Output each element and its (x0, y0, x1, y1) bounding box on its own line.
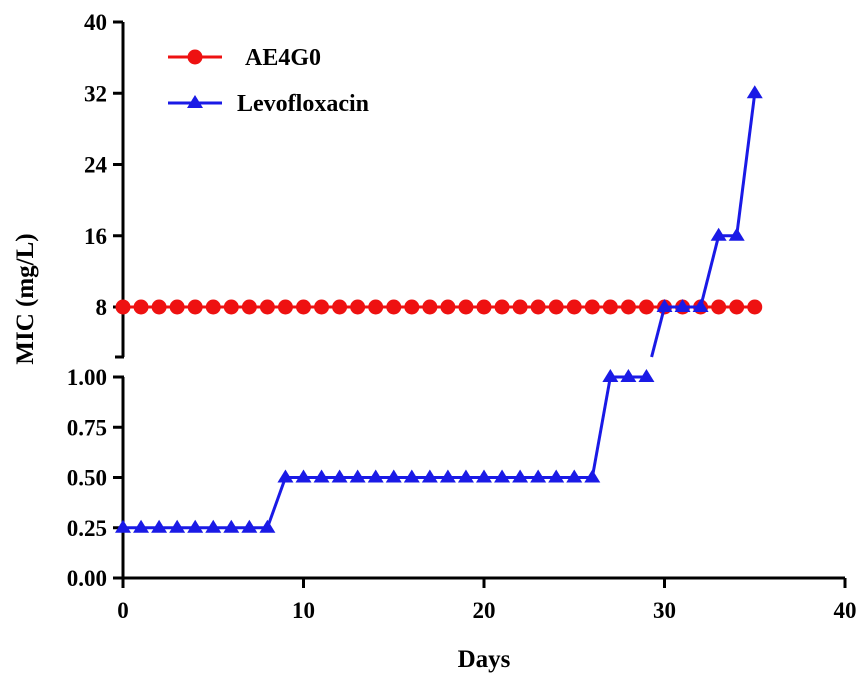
data-point-levofloxacin (295, 469, 312, 483)
x-tick-label: 0 (117, 598, 129, 623)
data-point-levofloxacin (494, 469, 511, 483)
data-point-ae4g0 (332, 299, 348, 315)
data-point-ae4g0 (711, 299, 727, 315)
data-point-levofloxacin (728, 227, 745, 241)
y-tick-label: 0.25 (67, 516, 107, 541)
data-point-levofloxacin (710, 227, 727, 241)
x-axis-title: Days (458, 646, 511, 673)
legend-label-levofloxacin: Levofloxacin (237, 91, 369, 117)
data-point-ae4g0 (729, 299, 745, 315)
data-point-levofloxacin (656, 299, 673, 312)
data-point-levofloxacin (277, 469, 294, 483)
data-point-ae4g0 (151, 299, 167, 315)
data-point-levofloxacin (548, 469, 565, 483)
data-point-levofloxacin (746, 85, 763, 99)
data-point-ae4g0 (494, 299, 510, 315)
data-point-levofloxacin (241, 519, 258, 533)
data-point-levofloxacin (313, 469, 330, 483)
y-tick-label: 16 (84, 224, 107, 249)
data-point-ae4g0 (296, 299, 311, 315)
data-point-levofloxacin (530, 469, 547, 483)
y-tick-label: 8 (96, 295, 108, 320)
series-line-levofloxacin (699, 235, 721, 308)
data-point-ae4g0 (115, 299, 131, 315)
data-point-levofloxacin (638, 369, 655, 382)
data-point-ae4g0 (440, 299, 456, 315)
y-tick-label: 1.00 (67, 365, 107, 390)
data-point-ae4g0 (747, 299, 763, 315)
data-point-ae4g0 (566, 299, 582, 315)
x-tick-label: 20 (473, 598, 496, 623)
y-tick-label: 24 (84, 153, 108, 178)
series-line-levofloxacin (590, 376, 612, 478)
data-point-levofloxacin (205, 519, 222, 533)
data-point-levofloxacin (403, 469, 420, 483)
data-point-ae4g0 (404, 299, 420, 315)
data-point-ae4g0 (169, 299, 185, 315)
data-point-levofloxacin (115, 519, 131, 533)
data-point-ae4g0 (386, 299, 402, 315)
data-point-ae4g0 (205, 299, 221, 315)
data-point-levofloxacin (566, 469, 583, 483)
x-tick-label: 40 (834, 598, 857, 623)
data-point-ae4g0 (277, 299, 293, 315)
data-point-ae4g0 (620, 299, 636, 315)
series-line-levofloxacin (735, 93, 757, 236)
tick-labels: 0 10 20 30 40 0.00 0.25 0.50 0.75 1.00 8 16 24 32 40 (67, 10, 857, 623)
data-point-levofloxacin (674, 299, 691, 312)
x-tick-label: 30 (653, 598, 676, 623)
data-point-ae4g0 (314, 299, 330, 315)
data-point-levofloxacin (457, 469, 474, 483)
y-tick-label: 40 (84, 10, 107, 35)
data-point-levofloxacin (692, 299, 709, 312)
data-point-levofloxacin (439, 469, 456, 483)
legend-marker-levofloxacin (187, 95, 203, 108)
legend-label-ae4g0: AE4G0 (245, 45, 321, 71)
data-point-levofloxacin (367, 469, 384, 483)
x-tick-label: 10 (292, 598, 315, 623)
y-tick-label: 0.75 (67, 415, 107, 440)
y-tick-label: 0.50 (67, 466, 107, 491)
data-point-levofloxacin (476, 469, 492, 483)
data-point-ae4g0 (602, 299, 618, 315)
data-point-levofloxacin (512, 469, 529, 483)
series-line-levofloxacin (265, 476, 287, 529)
data-point-levofloxacin (187, 519, 204, 533)
data-point-levofloxacin (331, 469, 348, 483)
series-line-levofloxacin (650, 306, 666, 358)
data-point-ae4g0 (133, 299, 149, 315)
data-point-ae4g0 (638, 299, 654, 315)
data-point-levofloxacin (620, 369, 637, 382)
data-point-levofloxacin (151, 519, 168, 533)
data-point-levofloxacin (259, 519, 276, 533)
data-point-ae4g0 (350, 299, 366, 315)
data-point-levofloxacin (584, 469, 601, 483)
data-point-levofloxacin (602, 369, 619, 382)
data-point-levofloxacin (421, 469, 438, 483)
y-tick-label: 0.00 (67, 566, 107, 591)
y-tick-label: 32 (84, 81, 107, 106)
data-point-ae4g0 (422, 299, 438, 315)
legend: AE4G0 Levofloxacin (168, 45, 369, 117)
data-point-ae4g0 (584, 299, 600, 315)
data-point-ae4g0 (548, 299, 564, 315)
data-point-ae4g0 (259, 299, 275, 315)
data-point-ae4g0 (512, 299, 528, 315)
data-point-ae4g0 (530, 299, 546, 315)
data-point-ae4g0 (476, 299, 492, 315)
data-point-ae4g0 (241, 299, 257, 315)
data-point-levofloxacin (223, 519, 240, 533)
data-point-levofloxacin (169, 519, 186, 533)
data-point-ae4g0 (368, 299, 384, 315)
data-point-ae4g0 (187, 299, 203, 315)
data-point-ae4g0 (223, 299, 239, 315)
data-point-levofloxacin (133, 519, 150, 533)
series-layer (115, 85, 763, 533)
legend-marker-ae4g0 (187, 49, 203, 65)
data-point-levofloxacin (349, 469, 366, 483)
y-axis-title: MIC (mg/L) (12, 233, 39, 364)
data-point-ae4g0 (458, 299, 474, 315)
data-point-levofloxacin (385, 469, 402, 483)
